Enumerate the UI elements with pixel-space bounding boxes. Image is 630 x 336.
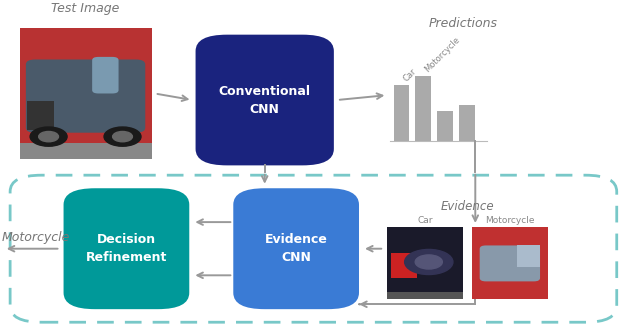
Text: Motorcycle: Motorcycle bbox=[423, 35, 462, 74]
Bar bbox=[28, 101, 54, 130]
Bar bbox=[472, 227, 547, 299]
Text: Conventional
CNN: Conventional CNN bbox=[219, 85, 311, 116]
Circle shape bbox=[38, 131, 59, 142]
Circle shape bbox=[404, 249, 453, 275]
Text: Motorcycle: Motorcycle bbox=[485, 216, 535, 225]
FancyBboxPatch shape bbox=[233, 188, 359, 309]
FancyBboxPatch shape bbox=[195, 35, 334, 165]
Bar bbox=[20, 28, 152, 159]
Bar bbox=[387, 292, 462, 299]
Bar bbox=[20, 143, 152, 159]
FancyBboxPatch shape bbox=[92, 57, 118, 93]
Text: Car: Car bbox=[401, 67, 418, 84]
Bar bbox=[459, 105, 474, 141]
Circle shape bbox=[30, 127, 67, 146]
Bar bbox=[387, 227, 462, 299]
FancyBboxPatch shape bbox=[64, 188, 189, 309]
Text: Motorcycle: Motorcycle bbox=[2, 231, 71, 244]
Bar bbox=[394, 85, 410, 141]
Bar bbox=[517, 245, 540, 267]
Text: Predictions: Predictions bbox=[428, 17, 497, 30]
Text: Decision
Refinement: Decision Refinement bbox=[86, 233, 167, 264]
Circle shape bbox=[415, 255, 442, 269]
Text: Car: Car bbox=[417, 216, 433, 225]
Text: Test Image: Test Image bbox=[52, 2, 120, 15]
FancyBboxPatch shape bbox=[26, 59, 146, 133]
Circle shape bbox=[104, 127, 141, 146]
Text: Evidence
CNN: Evidence CNN bbox=[265, 233, 328, 264]
FancyBboxPatch shape bbox=[479, 245, 540, 281]
Circle shape bbox=[113, 131, 132, 142]
Text: Evidence: Evidence bbox=[440, 200, 495, 213]
Bar bbox=[437, 112, 453, 141]
Bar bbox=[415, 76, 431, 141]
Bar bbox=[391, 253, 418, 278]
